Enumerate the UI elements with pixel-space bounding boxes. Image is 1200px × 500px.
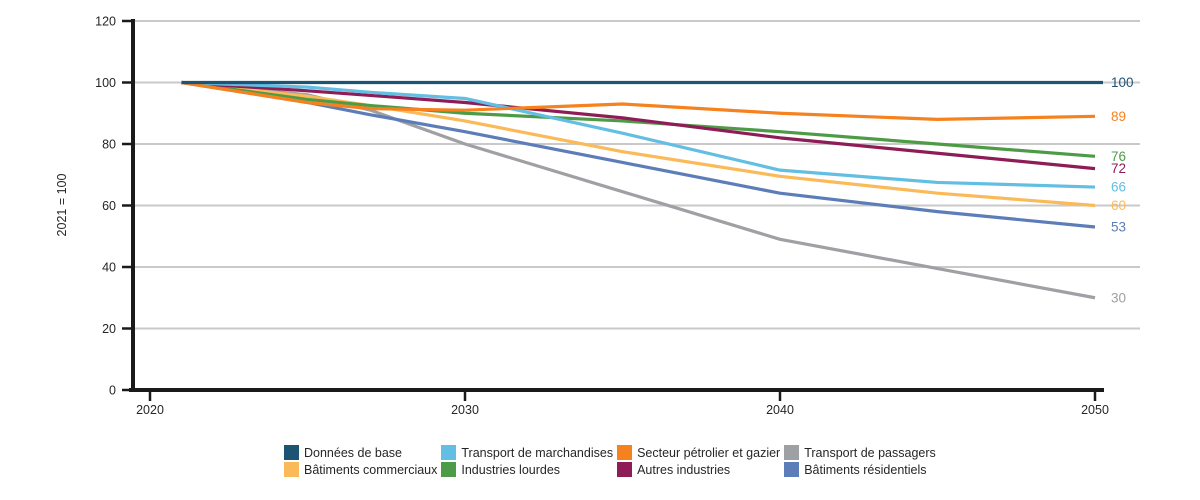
end-label-batiments-commerciaux: 60 [1111,198,1126,213]
legend-column: Données de base Bâtiments commerciaux [284,444,437,478]
chart-legend: Données de base Bâtiments commerciaux Tran… [284,444,936,478]
legend-label: Données de base [304,445,402,460]
legend-item-secteur-petrolier-et-gazier: Secteur pétrolier et gazier [617,444,780,461]
y-tick-label: 60 [102,199,116,213]
end-label-transport-de-marchandises: 66 [1111,180,1126,195]
y-tick-label: 0 [109,384,116,398]
x-tick-label: 2030 [451,403,479,417]
x-tick-label: 2020 [136,403,164,417]
end-label-autres-industries: 72 [1111,161,1126,176]
y-tick-label: 80 [102,138,116,152]
legend-swatch-icon [784,462,800,477]
legend-swatch-icon [441,445,457,460]
legend-swatch-icon [441,462,457,477]
end-label-transport-de-passagers: 30 [1111,290,1126,305]
y-tick-label: 40 [102,261,116,275]
legend-label: Transport de passagers [804,445,936,460]
series-line-batiments-commerciaux [181,80,1096,208]
series-line-secteur-petrolier-et-gazier [181,80,1096,122]
legend-swatch-icon [617,445,633,460]
series-line-autres-industries [181,80,1096,171]
y-tick-label: 100 [95,76,116,90]
legend-column: Transport de marchandises Industries lour… [441,444,613,478]
legend-item-autres-industries: Autres industries [617,461,780,478]
legend-swatch-icon [284,462,299,477]
end-label-batiments-residentiels: 53 [1111,220,1126,235]
legend-label: Industries lourdes [461,462,561,477]
y-tick-label: 20 [102,322,116,336]
end-label-industries-lourdes: 76 [1111,149,1126,164]
legend-item-industries-lourdes: Industries lourdes [441,461,613,478]
series-line-transport-de-marchandises [181,80,1096,189]
legend-item-batiments-residentiels: Bâtiments résidentiels [784,461,936,478]
legend-column: Secteur pétrolier et gazier Autres indust… [617,444,780,478]
y-tick-label: 120 [95,15,116,29]
legend-swatch-icon [284,445,299,460]
legend-label: Autres industries [637,462,731,477]
legend-column: Transport de passagers Bâtiments résident… [784,444,936,478]
legend-item-transport-de-marchandises: Transport de marchandises [441,444,613,461]
legend-label: Bâtiments commerciaux [304,462,438,477]
end-label-secteur-petrolier-et-gazier: 89 [1111,109,1126,124]
legend-swatch-icon [617,462,633,477]
legend-label: Secteur pétrolier et gazier [637,445,781,460]
legend-label: Transport de marchandises [461,445,614,460]
legend-item-donnees-de-base: Données de base [284,444,437,461]
legend-label: Bâtiments résidentiels [804,462,927,477]
end-label-donnees-de-base: 100 [1111,75,1134,90]
x-tick-label: 2050 [1081,403,1109,417]
legend-item-batiments-commerciaux: Bâtiments commerciaux [284,461,437,478]
y-axis-title: 2021 = 100 [55,173,69,237]
x-tick-label: 2040 [766,403,794,417]
series-line-transport-de-passagers [181,80,1096,300]
legend-item-transport-de-passagers: Transport de passagers [784,444,936,461]
legend-swatch-icon [784,445,800,460]
